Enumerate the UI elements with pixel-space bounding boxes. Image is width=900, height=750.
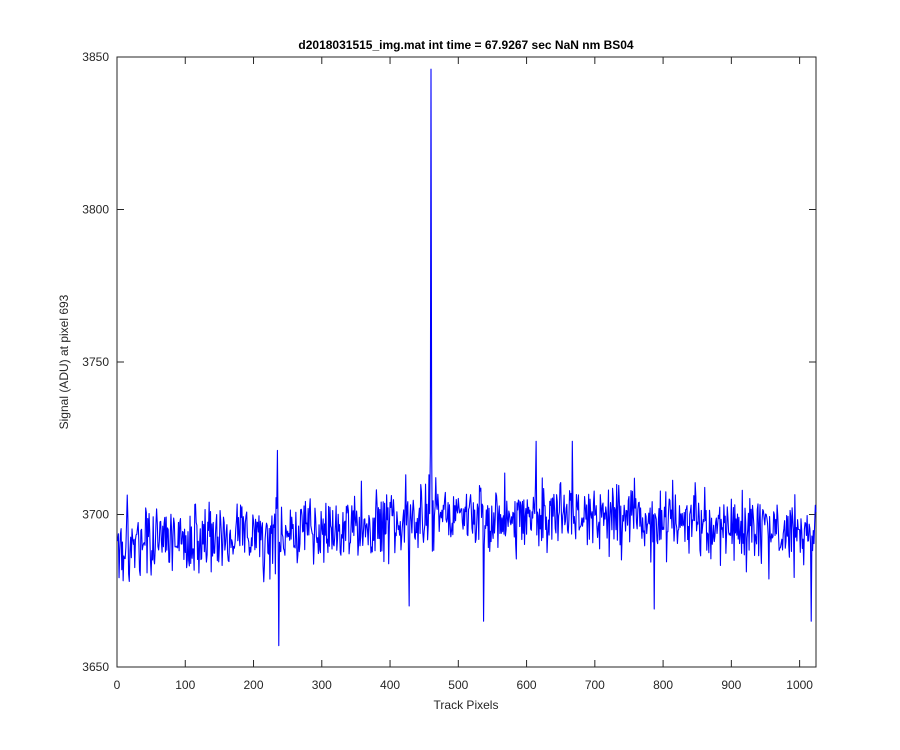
- x-tick-label: 1000: [786, 678, 813, 692]
- x-tick-label: 700: [585, 678, 605, 692]
- x-axis-label: Track Pixels: [434, 698, 499, 712]
- x-tick-label: 200: [244, 678, 264, 692]
- signal-series-line: [117, 68, 817, 647]
- x-tick-label: 300: [312, 678, 332, 692]
- x-tick-label: 500: [448, 678, 468, 692]
- x-tick-label: 0: [114, 678, 121, 692]
- y-tick-label: 3750: [82, 355, 109, 369]
- x-axis: 0 100 200 300 400 500 600 700 800 900 1000: [114, 57, 813, 692]
- axes-box: [116, 56, 817, 668]
- y-tick-label: 3700: [82, 508, 109, 522]
- y-axis: 3650 3700 3750 3800 3850: [82, 50, 816, 674]
- x-tick-label: 900: [721, 678, 741, 692]
- x-tick-label: 600: [517, 678, 537, 692]
- y-tick-label: 3800: [82, 203, 109, 217]
- y-axis-label: Signal (ADU) at pixel 693: [57, 294, 71, 429]
- y-tick-label: 3650: [82, 660, 109, 674]
- x-tick-label: 800: [653, 678, 673, 692]
- plot-area: 0 100 200 300 400 500 600 700 800 900 1000 3650 370…: [82, 50, 817, 692]
- x-tick-label: 100: [175, 678, 195, 692]
- y-tick-label: 3850: [82, 50, 109, 64]
- chart-title: d2018031515_img.mat int time = 67.9267 s…: [298, 38, 634, 52]
- x-tick-label: 400: [380, 678, 400, 692]
